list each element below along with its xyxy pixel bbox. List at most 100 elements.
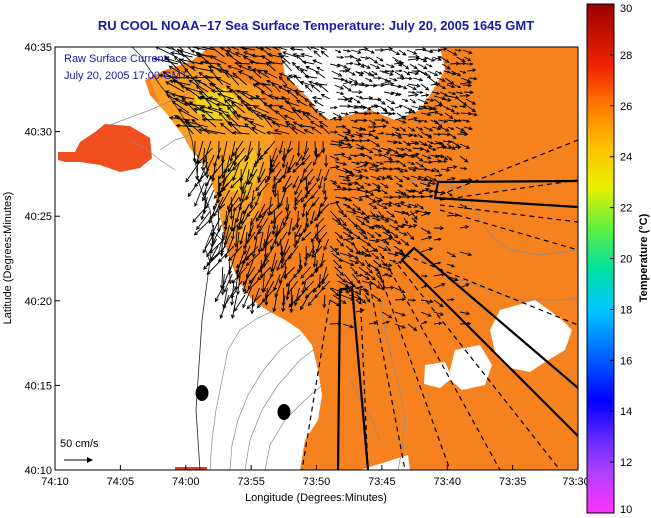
current-arrow (402, 140, 411, 146)
current-arrowhead (207, 65, 213, 70)
current-arrowhead (390, 107, 395, 111)
current-arrow (394, 261, 403, 265)
current-arrow (227, 106, 239, 121)
current-arrowhead (401, 223, 407, 228)
current-arrowhead (457, 72, 462, 77)
current-arrowhead (333, 116, 337, 120)
current-arrowhead (402, 51, 407, 56)
current-arrow (455, 126, 465, 132)
current-arrow (236, 203, 242, 223)
current-arrow (411, 105, 422, 110)
current-arrow (375, 125, 387, 128)
current-arrowhead (308, 103, 313, 108)
current-arrowhead (283, 221, 287, 227)
current-arrow (368, 56, 378, 64)
current-arrowhead (195, 84, 200, 90)
current-arrow (369, 168, 379, 172)
current-arrowhead (470, 62, 474, 66)
current-arrow (416, 56, 427, 62)
current-arrow (372, 294, 382, 302)
current-arrow (394, 298, 406, 301)
current-arrowhead (371, 162, 377, 167)
current-arrowhead (363, 118, 368, 123)
current-arrow (329, 117, 337, 121)
current-arrowhead (282, 51, 287, 56)
current-arrowhead (256, 224, 261, 229)
current-arrowhead (394, 150, 399, 154)
current-arrowhead (384, 191, 388, 195)
current-arrow (340, 146, 353, 149)
current-arrow (428, 182, 436, 185)
x-tick-label: 73:55 (237, 476, 265, 488)
current-arrowhead (395, 51, 401, 55)
current-arrow (433, 322, 442, 325)
current-arrow (404, 147, 412, 152)
current-arrow (329, 143, 342, 146)
current-arrowhead (359, 139, 364, 143)
current-arrow (433, 98, 443, 106)
current-arrowhead (388, 156, 393, 161)
current-arrowhead (312, 59, 317, 64)
current-arrowhead (375, 239, 380, 244)
current-arrowhead (443, 159, 448, 164)
current-arrow (340, 77, 348, 83)
current-arrow (295, 231, 304, 245)
current-arrow (165, 58, 187, 65)
current-arrow (433, 311, 444, 316)
current-arrowhead (292, 52, 297, 57)
current-arrow (318, 203, 330, 215)
current-arrowhead (236, 89, 241, 94)
current-arrow (398, 153, 407, 156)
current-arrow (287, 154, 295, 171)
current-arrow (375, 273, 385, 283)
current-arrowhead (193, 231, 199, 236)
current-arrow (337, 63, 348, 69)
current-arrowhead (438, 141, 444, 146)
current-arrow (267, 53, 281, 58)
current-arrowhead (258, 214, 263, 219)
current-arrowhead (359, 95, 364, 99)
current-arrow (427, 105, 437, 110)
current-arrow (355, 286, 363, 289)
current-arrow (390, 49, 400, 55)
current-arrow (275, 47, 288, 51)
current-arrow (371, 252, 379, 260)
current-arrowhead (443, 156, 449, 160)
current-arrow (312, 196, 320, 207)
current-arrowhead (366, 242, 372, 247)
current-arrow (446, 95, 459, 99)
current-arrow (302, 61, 315, 65)
current-arrow (420, 107, 433, 110)
current-arrowhead (295, 240, 300, 245)
current-arrow (420, 321, 427, 325)
current-arrow (311, 189, 319, 199)
current-arrowhead (364, 168, 368, 172)
current-arrow (282, 154, 287, 168)
current-arrow (351, 126, 363, 131)
current-arrow (381, 175, 391, 181)
current-arrow (356, 294, 366, 304)
current-arrow (255, 175, 268, 191)
current-arrowhead (375, 255, 380, 260)
current-arrowhead (202, 196, 206, 202)
current-arrow (459, 251, 472, 256)
current-arrow (257, 70, 270, 79)
current-arrow (240, 100, 254, 114)
current-arrow (459, 311, 470, 315)
current-arrow (381, 263, 392, 267)
current-arrow (204, 154, 215, 176)
current-arrowhead (411, 161, 416, 166)
current-arrow (398, 84, 407, 90)
current-arrow (365, 224, 375, 230)
current-arrow (365, 189, 374, 196)
current-arrowhead (307, 301, 312, 307)
current-arrowhead (387, 266, 392, 271)
current-arrowhead (339, 86, 345, 90)
current-arrowhead (236, 290, 241, 296)
current-arrow (459, 143, 470, 149)
current-arrowhead (360, 262, 365, 267)
current-arrowhead (318, 120, 324, 125)
current-arrowhead (399, 248, 404, 253)
current-arrow (274, 129, 290, 135)
current-arrow (250, 210, 259, 226)
